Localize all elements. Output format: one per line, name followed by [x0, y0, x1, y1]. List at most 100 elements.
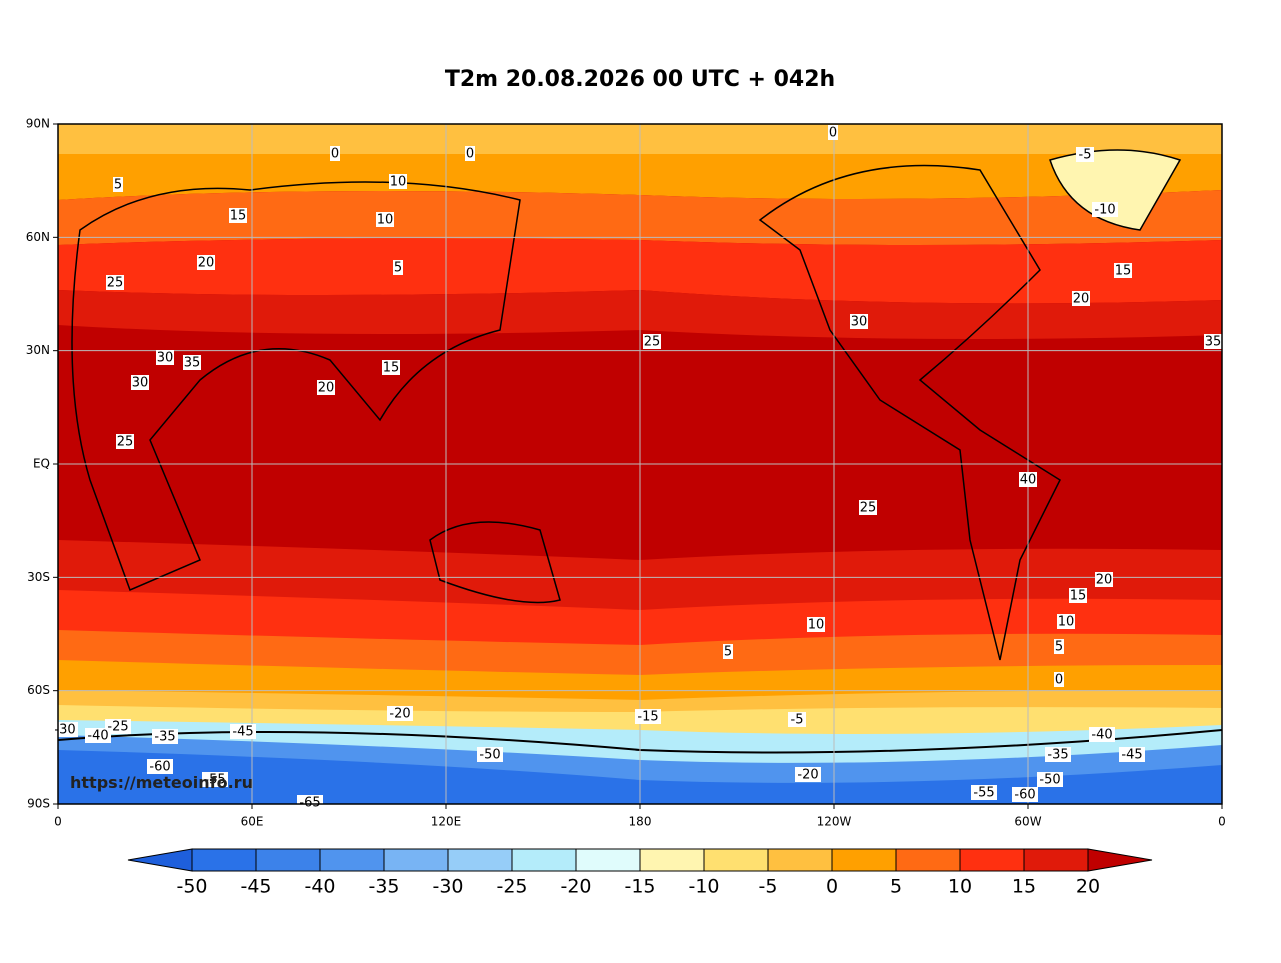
contour-label-bg: [1114, 263, 1132, 278]
colorbar-label: -35: [368, 876, 399, 898]
contour-label: 20: [318, 381, 335, 396]
x-tick-label: 120E: [431, 815, 462, 829]
contour-label-bg: [387, 706, 413, 721]
contour-label-bg: [1092, 202, 1118, 217]
contour-label: -40: [87, 729, 108, 744]
contour-label: -30: [54, 723, 75, 738]
contour-label-bg: [477, 747, 503, 762]
contour-label-bg: [828, 125, 838, 140]
contour-label-bg: [330, 146, 340, 161]
contour-label-bg: [105, 719, 131, 734]
watermark: https://meteoinfo.ru: [70, 773, 253, 792]
colorbar-label: -50: [176, 876, 207, 898]
contour-label: 15: [1115, 264, 1132, 279]
coastline: [758, 164, 1061, 661]
contour-label: -20: [797, 768, 818, 783]
contour-label: -5: [791, 713, 804, 728]
contour-label-bg: [113, 177, 123, 192]
contour-label: 25: [107, 276, 124, 291]
y-tick-label: 30S: [27, 570, 50, 584]
contour-label: -45: [232, 725, 253, 740]
contour-label-bg: [643, 334, 661, 349]
colorbar-box: [191, 848, 257, 872]
contour-label: 15: [383, 361, 400, 376]
contour-label-bg: [317, 380, 335, 395]
contour-label-bg: [1076, 147, 1094, 162]
contour-label-bg: [465, 146, 475, 161]
contour-label-bg: [859, 500, 877, 515]
contour-label: -45: [1121, 748, 1142, 763]
colorbar-label: -10: [688, 876, 719, 898]
contour-label-bg: [230, 724, 256, 739]
contour-label-bg: [1095, 572, 1113, 587]
colorbar-label: -40: [304, 876, 335, 898]
contour-label: 15: [1070, 589, 1087, 604]
contour-label-bg: [1089, 727, 1115, 742]
colorbar-under: [127, 848, 193, 872]
contour-label-bg: [85, 728, 111, 743]
colorbar-label: 0: [826, 876, 838, 898]
y-tick-label: EQ: [33, 457, 50, 471]
contour-label: 35: [1205, 335, 1222, 350]
contour-label: 10: [1058, 615, 1075, 630]
contour-label: -60: [1014, 788, 1035, 803]
contour-label: 5: [114, 178, 122, 193]
contour-label-bg: [131, 375, 149, 390]
contour-label-bg: [1037, 772, 1063, 787]
x-tick-label: 120W: [817, 815, 852, 829]
contour-label-bg: [389, 174, 407, 189]
contour-label: 10: [377, 213, 394, 228]
colorbar-box: [447, 848, 513, 872]
colorbar-label: -5: [759, 876, 778, 898]
colorbar-label: -45: [240, 876, 271, 898]
y-tick-label: 60S: [27, 683, 50, 697]
contour-label: 25: [860, 501, 877, 516]
colorbar-label: 15: [1012, 876, 1036, 898]
contour-label-bg: [156, 350, 174, 365]
x-tick-label: 0: [54, 815, 62, 829]
colorbar-box: [831, 848, 897, 872]
contour-label-bg: [202, 772, 228, 787]
contour-label-bg: [1012, 787, 1038, 802]
colorbar-box: [319, 848, 385, 872]
contour-label: 30: [157, 351, 174, 366]
contour-label: 15: [230, 209, 247, 224]
contour-label: 30: [851, 315, 868, 330]
colorbar-box: [1023, 848, 1089, 872]
contour-label: -25: [107, 720, 128, 735]
contour-label-bg: [183, 355, 201, 370]
colorbar-label: -30: [432, 876, 463, 898]
contour-label-bg: [393, 260, 403, 275]
colorbar-box: [511, 848, 577, 872]
contour-label: 20: [198, 256, 215, 271]
contour-label-bg: [147, 759, 173, 774]
contour-label: 0: [331, 147, 339, 162]
colorbar-box: [639, 848, 705, 872]
contour-label: 20: [1073, 292, 1090, 307]
contour-label: 20: [1096, 573, 1113, 588]
contour-label: -15: [637, 710, 658, 725]
contour-label: 30: [132, 376, 149, 391]
contour-label: 35: [184, 356, 201, 371]
colorbar-box: [575, 848, 641, 872]
contour-label: -50: [1039, 773, 1060, 788]
contour-label-bg: [152, 729, 178, 744]
colorbar-label: -25: [496, 876, 527, 898]
contour-label-bg: [788, 712, 806, 727]
colorbar-box: [959, 848, 1025, 872]
contour-label: -50: [479, 748, 500, 763]
colorbar-label: 10: [948, 876, 972, 898]
contour-label: 25: [117, 435, 134, 450]
colorbar-over: [1087, 848, 1153, 872]
y-tick-label: 30N: [26, 343, 50, 357]
colorbar-box: [895, 848, 961, 872]
contour-label-bg: [1019, 472, 1037, 487]
x-tick-label: 0: [1218, 815, 1226, 829]
contour-label: -60: [149, 760, 170, 775]
contour-label-bg: [635, 709, 661, 724]
contour-label-bg: [229, 208, 247, 223]
contour-label: 10: [808, 618, 825, 633]
contour-label-bg: [376, 212, 394, 227]
y-tick-label: 60N: [26, 230, 50, 244]
contour-label-bg: [1119, 747, 1145, 762]
